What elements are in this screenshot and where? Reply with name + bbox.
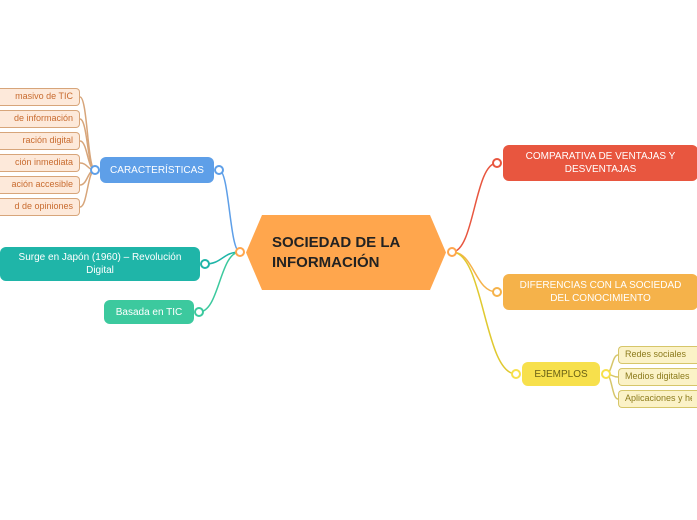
branch-diferencias[interactable]: DIFERENCIAS CON LA SOCIEDAD DEL CONOCIMI… (503, 274, 697, 310)
leaf-caracteristicas-3-label: ción inmediata (15, 157, 73, 169)
central-conn-right (447, 247, 457, 257)
leaf-caracteristicas-0[interactable]: masivo de TIC (0, 88, 80, 106)
branch-surge-label: Surge en Japón (1960) – Revolución Digit… (10, 251, 190, 277)
branch-diferencias-label: DIFERENCIAS CON LA SOCIEDAD DEL CONOCIMI… (513, 279, 688, 305)
leaf-caracteristicas-5-label: d de opiniones (14, 201, 73, 213)
leaf-caracteristicas-4[interactable]: ación accesible (0, 176, 80, 194)
branch-surge-conn-in (200, 259, 210, 269)
leaf-caracteristicas-1[interactable]: de información (0, 110, 80, 128)
branch-basada-label: Basada en TIC (116, 306, 183, 319)
branch-caracteristicas-conn-out (90, 165, 100, 175)
branch-ejemplos[interactable]: EJEMPLOS (522, 362, 600, 386)
branch-basada-conn-in (194, 307, 204, 317)
branch-ejemplos-conn-in (511, 369, 521, 379)
central-conn-left (235, 247, 245, 257)
branch-ejemplos-conn-out (601, 369, 611, 379)
branch-surge[interactable]: Surge en Japón (1960) – Revolución Digit… (0, 247, 200, 281)
branch-comparativa[interactable]: COMPARATIVA DE VENTAJAS Y DESVENTAJAS (503, 145, 697, 181)
branch-caracteristicas-label: CARACTERÍSTICAS (110, 164, 204, 177)
leaf-caracteristicas-5[interactable]: d de opiniones (0, 198, 80, 216)
leaf-caracteristicas-2-label: ración digital (22, 135, 73, 147)
branch-comparativa-label: COMPARATIVA DE VENTAJAS Y DESVENTAJAS (513, 150, 688, 176)
leaf-caracteristicas-2[interactable]: ración digital (0, 132, 80, 150)
leaf-caracteristicas-4-label: ación accesible (11, 179, 73, 191)
central-label: SOCIEDAD DE LA INFORMACIÓN (272, 233, 420, 272)
leaf-ejemplos-0[interactable]: Redes sociales (618, 346, 697, 364)
leaf-caracteristicas-0-label: masivo de TIC (15, 91, 73, 103)
leaf-caracteristicas-3[interactable]: ción inmediata (0, 154, 80, 172)
leaf-ejemplos-1[interactable]: Medios digitales (618, 368, 697, 386)
branch-ejemplos-label: EJEMPLOS (534, 368, 587, 381)
mindmap-canvas: SOCIEDAD DE LA INFORMACIÓN CARACTERÍSTICA… (0, 0, 697, 520)
leaf-ejemplos-2[interactable]: Aplicaciones y herramien (618, 390, 697, 408)
leaf-caracteristicas-1-label: de información (14, 113, 73, 125)
branch-caracteristicas[interactable]: CARACTERÍSTICAS (100, 157, 214, 183)
leaf-ejemplos-1-label: Medios digitales (625, 371, 690, 383)
leaf-ejemplos-2-label: Aplicaciones y herramien (625, 393, 692, 405)
leaf-ejemplos-0-label: Redes sociales (625, 349, 686, 361)
branch-diferencias-conn-in (492, 287, 502, 297)
branch-comparativa-conn-in (492, 158, 502, 168)
branch-caracteristicas-conn-in (214, 165, 224, 175)
branch-basada[interactable]: Basada en TIC (104, 300, 194, 324)
central-node[interactable]: SOCIEDAD DE LA INFORMACIÓN (246, 215, 446, 290)
